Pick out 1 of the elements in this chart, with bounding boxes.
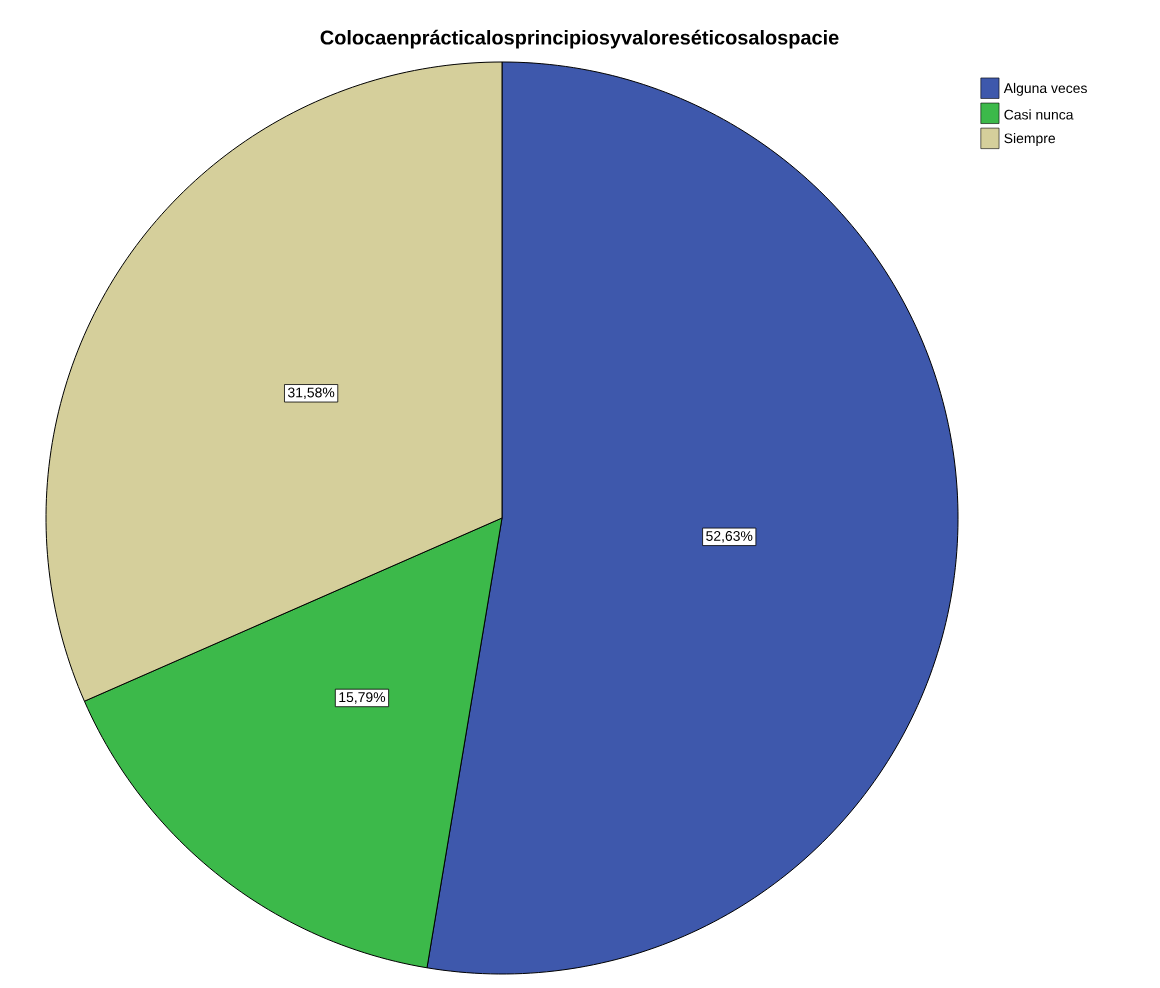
chart-title: Colocaenprácticalosprincipiosyvaloreséticosalospacie <box>320 29 839 49</box>
